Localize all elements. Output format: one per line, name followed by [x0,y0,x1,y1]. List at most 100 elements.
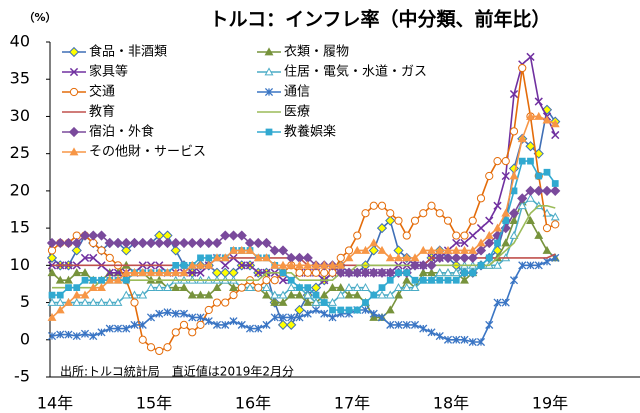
marker [278,297,288,306]
marker [509,127,519,136]
marker [312,291,320,299]
marker [427,328,436,337]
marker [130,298,139,307]
marker [509,230,519,239]
marker [501,298,510,307]
marker [278,276,288,285]
marker [385,215,396,226]
marker [541,185,553,196]
marker [270,290,280,299]
y-tick-label: 15 [10,218,30,237]
marker [72,268,82,277]
marker [254,283,263,292]
marker [80,253,90,263]
marker [295,313,304,322]
marker [443,245,453,254]
marker [262,276,271,285]
marker [55,275,65,284]
marker [533,185,544,196]
marker [460,231,469,240]
marker [47,246,57,255]
marker [270,297,280,306]
series [52,204,556,289]
marker [278,313,288,322]
marker [204,317,213,326]
marker [303,297,313,306]
marker [542,224,552,233]
marker [360,267,371,278]
marker [64,297,73,306]
marker [460,335,469,344]
marker [550,212,560,221]
marker [146,283,156,292]
marker [254,268,263,277]
marker [551,130,560,140]
marker [377,245,387,254]
chart-title: トルコ：インフレ率（中分類、前年比） [209,8,550,31]
marker [386,276,394,284]
marker [80,329,90,338]
marker [551,220,560,229]
marker [277,319,289,330]
marker [518,157,526,165]
marker [468,216,477,225]
marker [419,209,428,218]
marker [526,193,535,202]
marker [477,261,485,269]
x-tick-label: 18年 [433,394,469,413]
marker [220,253,230,262]
marker [113,297,123,306]
marker [113,324,123,333]
marker [428,276,435,284]
marker [468,245,478,254]
marker [179,320,189,329]
marker [196,313,205,322]
marker [435,268,445,277]
marker [121,290,131,299]
marker [204,290,214,299]
marker [286,290,296,299]
marker [442,252,454,263]
marker [195,237,206,249]
marker [329,306,336,314]
marker [211,237,223,249]
marker [171,328,180,337]
marker [187,237,198,249]
marker [179,268,189,277]
marker [137,237,148,249]
marker [46,237,58,249]
marker [221,261,230,270]
marker [138,320,147,329]
marker [261,237,272,249]
marker [419,324,428,333]
marker [385,305,395,314]
marker [542,245,552,254]
marker [69,67,79,77]
marker [510,187,518,195]
marker [542,115,552,124]
unit-label: （%） [23,11,56,24]
x-tick-label: 15年 [136,394,172,413]
marker [203,237,214,249]
marker [55,237,66,249]
marker [286,283,296,292]
marker [279,269,287,277]
marker [551,180,559,187]
marker [517,193,528,204]
marker [229,291,238,300]
marker [526,52,535,62]
legend-label: 通信 [284,85,310,100]
marker [485,254,493,262]
marker [427,201,436,210]
marker [410,320,420,329]
marker [509,89,519,99]
marker [435,245,445,254]
marker [485,320,494,329]
marker [369,201,378,210]
marker [434,252,445,263]
marker [245,324,255,333]
marker [435,209,444,218]
marker [410,216,420,225]
marker [459,252,470,263]
marker [395,269,402,277]
